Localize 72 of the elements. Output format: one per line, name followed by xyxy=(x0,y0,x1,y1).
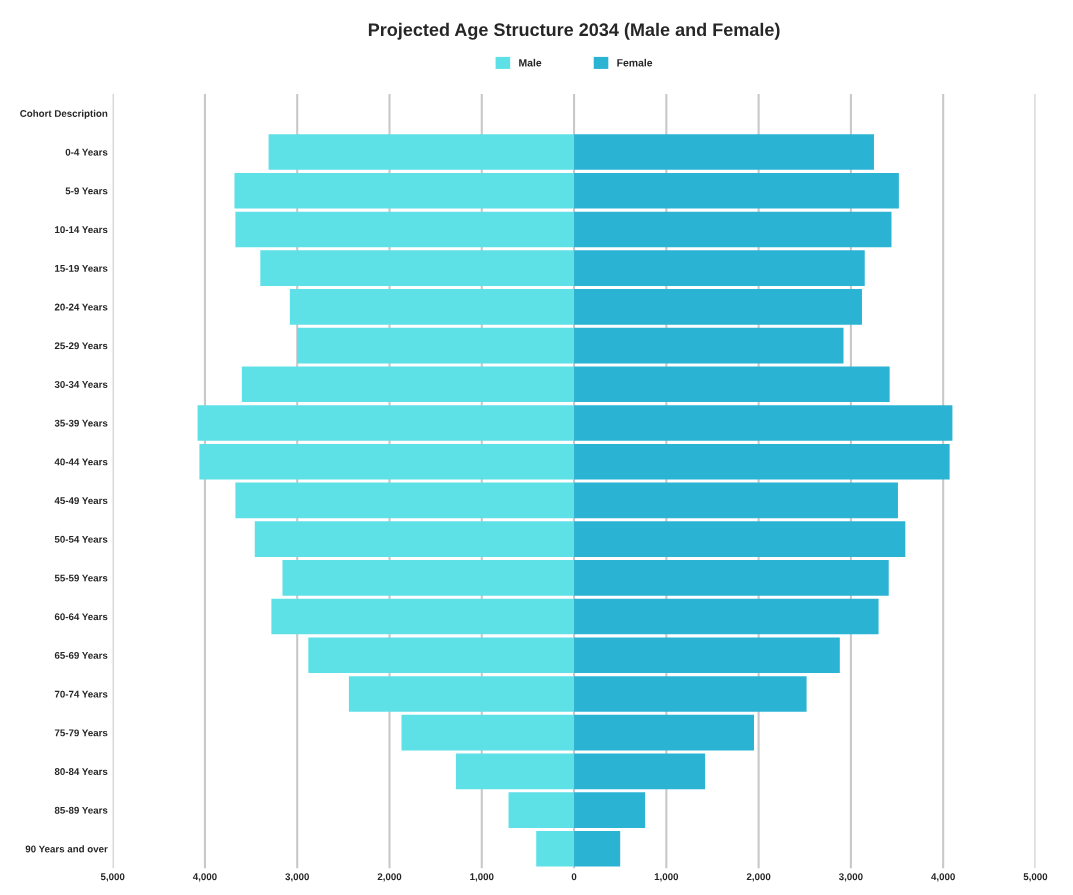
bar xyxy=(271,598,575,635)
bar xyxy=(289,289,575,325)
y-tick-label: 90 Years and over xyxy=(25,845,108,853)
x-tick-label: 3,000 xyxy=(838,873,863,882)
bar xyxy=(234,172,575,209)
bar xyxy=(308,637,575,674)
bar xyxy=(282,560,575,596)
bar xyxy=(574,830,621,867)
x-tick-label: 2,000 xyxy=(377,873,402,882)
bar xyxy=(508,792,575,828)
bar xyxy=(574,521,906,557)
y-tick-label: 15-19 Years xyxy=(55,264,108,272)
y-tick-label: 70-74 Years xyxy=(54,690,108,698)
y-tick-label: 0-4 Years xyxy=(65,148,108,156)
x-tick-label: 2,000 xyxy=(746,873,771,882)
bar xyxy=(241,366,575,403)
x-tick-label: 1,000 xyxy=(654,873,679,882)
y-tick-label: 30-34 Years xyxy=(54,381,108,388)
y-tick-label: 10-14 Years xyxy=(55,226,108,234)
bar xyxy=(297,327,575,364)
x-tick-label: 0 xyxy=(571,873,577,881)
bar xyxy=(268,134,575,170)
bar xyxy=(574,405,953,441)
y-tick-label: 85-89 Years xyxy=(54,806,108,814)
bar xyxy=(574,172,899,209)
legend-label: Female xyxy=(617,58,653,67)
bar xyxy=(348,676,575,712)
bar xyxy=(574,289,862,325)
bar xyxy=(235,482,575,519)
y-tick-label: 75-79 Years xyxy=(54,729,108,737)
bar xyxy=(574,250,865,286)
y-tick-label: 50-54 Years xyxy=(54,535,108,543)
y-tick-label: 20-24 Years xyxy=(54,303,108,311)
bar xyxy=(574,560,889,596)
chart-title: Projected Age Structure 2034 (Male and Female) xyxy=(368,22,780,40)
y-tick-label: 80-84 Years xyxy=(54,768,108,775)
bar xyxy=(574,366,890,403)
bar xyxy=(235,211,575,248)
bar xyxy=(574,482,898,519)
x-tick-label: 5,000 xyxy=(100,873,125,882)
bar xyxy=(574,792,646,828)
bar xyxy=(254,521,575,557)
x-tick-label: 4,000 xyxy=(931,873,955,882)
y-tick-label: Cohort Description xyxy=(20,109,108,119)
y-tick-label: 65-69 Years xyxy=(54,651,108,659)
legend-label: Male xyxy=(519,58,542,67)
bar xyxy=(574,134,874,170)
y-tick-label: 45-49 Years xyxy=(54,497,108,505)
x-tick-label: 3,000 xyxy=(285,873,309,882)
bar xyxy=(574,714,754,751)
y-tick-label: 40-44 Years xyxy=(54,458,108,466)
bar xyxy=(401,714,575,751)
bar xyxy=(574,598,879,635)
x-tick-label: 1,000 xyxy=(470,873,494,882)
bar xyxy=(574,443,950,480)
bar xyxy=(574,637,840,674)
bar xyxy=(574,211,892,248)
x-tick-label: 5,000 xyxy=(1023,873,1048,882)
y-tick-label: 55-59 Years xyxy=(54,574,108,582)
bar xyxy=(197,405,575,441)
y-tick-label: 5-9 Years xyxy=(65,187,108,195)
bar xyxy=(536,830,575,867)
y-tick-label: 25-29 Years xyxy=(54,342,108,350)
x-tick-label: 4,000 xyxy=(192,873,217,882)
y-tick-label: 60-64 Years xyxy=(54,613,108,621)
bar xyxy=(574,753,706,790)
y-tick-label: 35-39 Years xyxy=(54,419,108,427)
bar xyxy=(199,443,575,480)
bar xyxy=(455,753,575,790)
bar xyxy=(574,676,807,712)
bar xyxy=(574,327,844,364)
bar xyxy=(260,250,575,286)
